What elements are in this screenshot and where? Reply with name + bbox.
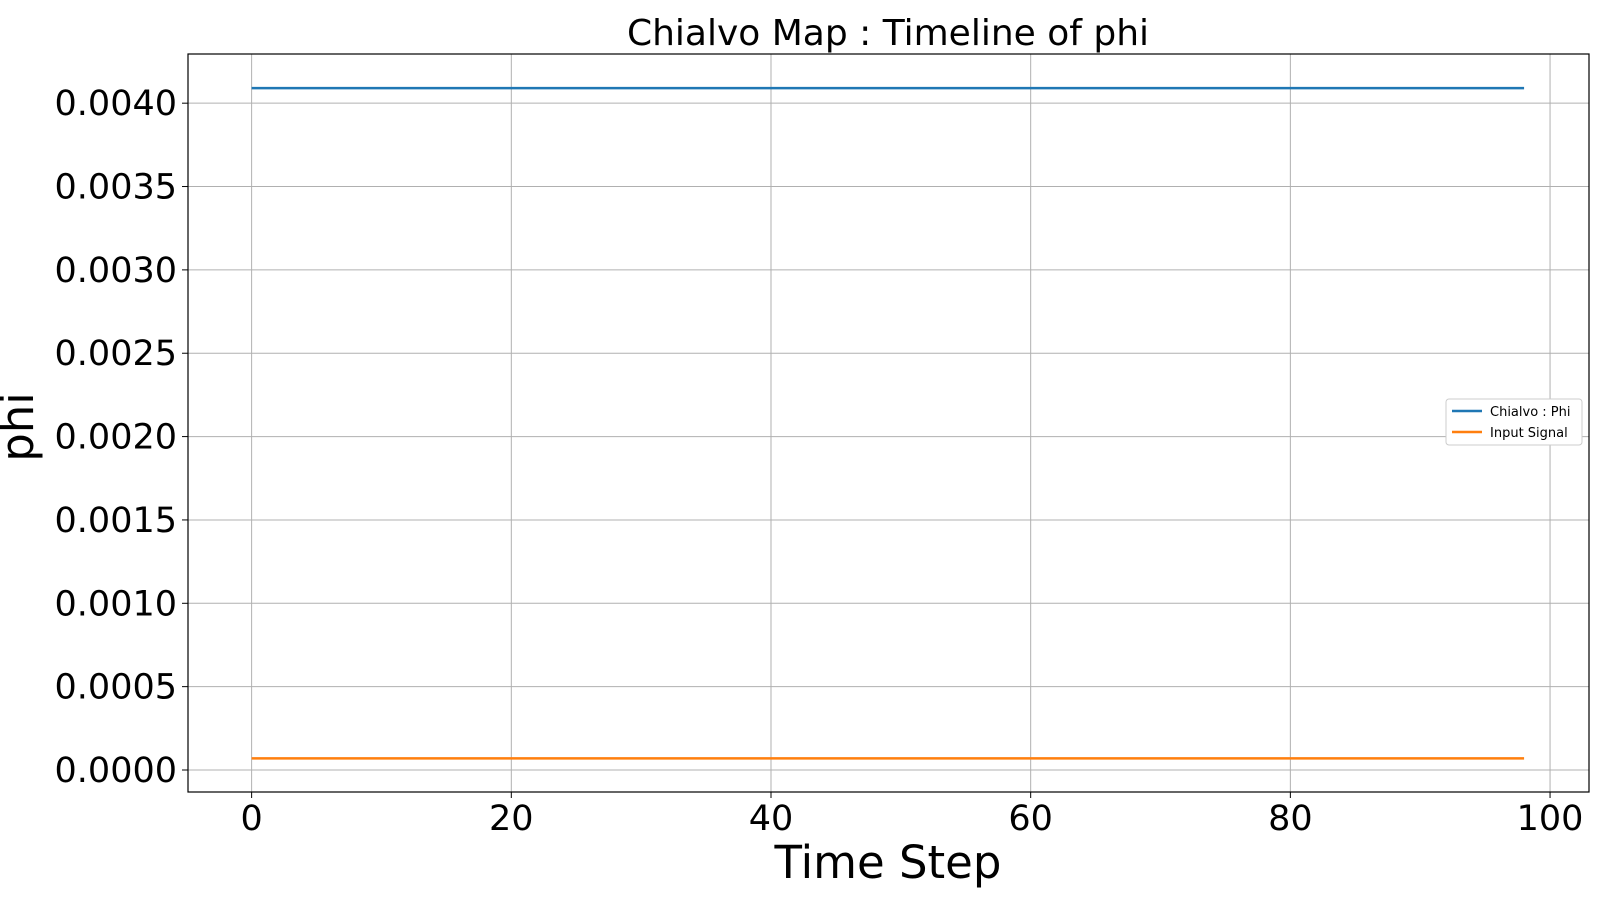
y-tick-label: 0.0025 [55,334,177,374]
legend-label-input-signal: Input Signal [1490,426,1568,441]
x-tick-label: 60 [1008,799,1053,839]
axis-ticks: 0 20 40 60 80 100 0.0000 0.0005 0.0010 0.0015 0.00… [55,84,1584,839]
x-tick-label: 20 [489,799,534,839]
y-tick-label: 0.0000 [55,751,177,791]
x-axis-label: Time Step [774,836,1002,889]
y-tick-label: 0.0040 [55,84,177,124]
y-tick-label: 0.0015 [55,501,177,541]
legend: Chialvo : Phi Input Signal [1445,398,1583,446]
x-tick-label: 0 [240,799,262,839]
y-axis-label: phi [0,392,44,462]
x-tick-label: 80 [1268,799,1313,839]
y-tick-label: 0.0035 [55,168,177,208]
x-tick-label: 100 [1517,799,1584,839]
legend-label-chialvo-phi: Chialvo : Phi [1490,405,1571,420]
chart-title: Chialvo Map : Timeline of phi [627,13,1149,54]
y-tick-label: 0.0020 [55,418,177,458]
plot-frame [187,53,1590,793]
y-tick-label: 0.0005 [55,668,177,708]
series-lines [251,86,1525,760]
x-tick-label: 40 [749,799,794,839]
y-tick-label: 0.0010 [55,584,177,624]
y-tick-label: 0.0030 [55,251,177,291]
